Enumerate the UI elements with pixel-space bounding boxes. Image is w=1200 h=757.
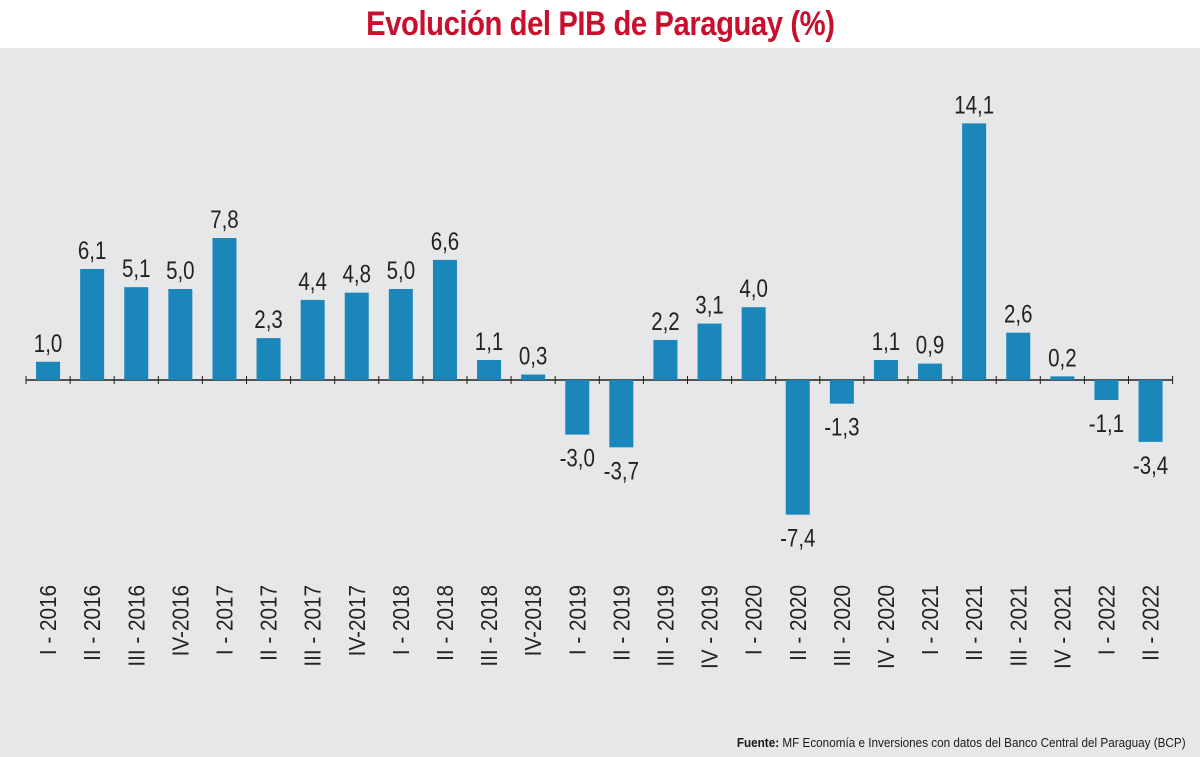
bar (1050, 376, 1075, 380)
bar (124, 287, 149, 380)
value-label: 2,2 (651, 307, 679, 335)
bar (212, 238, 237, 380)
category-label: III - 2020 (829, 585, 855, 667)
category-label: IV - 2019 (697, 585, 723, 669)
category-label: III - 2019 (652, 585, 678, 667)
bar (873, 359, 898, 380)
category-label: II - 2021 (961, 585, 987, 661)
category-label: II - 2020 (785, 585, 811, 661)
category-label: I - 2019 (564, 585, 590, 655)
value-label: 0,2 (1048, 343, 1076, 371)
category-label: II - 2019 (608, 585, 634, 661)
category-label: II - 2016 (79, 585, 105, 661)
category-label: II - 2018 (432, 585, 458, 661)
category-label: IV - 2021 (1049, 585, 1075, 669)
value-label: 7,8 (210, 205, 238, 233)
bar (785, 380, 810, 515)
bar (1006, 332, 1031, 380)
value-label: 6,1 (78, 236, 106, 264)
value-label: 5,0 (387, 256, 415, 284)
bar (829, 380, 854, 404)
chart-title: Evolución del PIB de Paraguay (%) (365, 4, 835, 43)
value-label: -1,1 (1089, 409, 1124, 437)
value-label: 4,4 (298, 267, 327, 295)
bar (962, 123, 987, 380)
bar (477, 359, 502, 380)
category-label: IV - 2020 (873, 585, 899, 669)
bar (432, 259, 457, 380)
bar (697, 323, 722, 380)
source-note: Fuente: MF Economía e Inversiones con da… (737, 735, 1186, 750)
bar (741, 307, 766, 380)
category-label: II - 2017 (256, 585, 282, 661)
value-label: 6,6 (431, 227, 459, 255)
value-label: 5,0 (166, 256, 194, 284)
value-label: 1,1 (475, 327, 503, 355)
category-label: IV-2016 (167, 585, 193, 656)
category-label: I - 2020 (741, 585, 767, 655)
value-label: 0,9 (916, 331, 944, 359)
category-label: III - 2018 (476, 585, 502, 667)
bar (36, 361, 61, 380)
category-label: I - 2016 (35, 585, 61, 655)
value-label: -1,3 (824, 413, 859, 441)
value-label: -7,4 (780, 524, 816, 552)
value-label: 14,1 (954, 90, 994, 118)
bar (609, 380, 634, 448)
value-label: 1,0 (34, 329, 62, 357)
source-label: Fuente: (737, 735, 780, 750)
category-label: IV-2017 (344, 585, 370, 656)
category-label: III - 2016 (123, 585, 149, 667)
bar (256, 338, 281, 380)
value-label: 2,3 (254, 305, 282, 333)
category-label: II - 2022 (1138, 585, 1164, 661)
category-label: I - 2021 (917, 585, 943, 655)
value-label: 1,1 (872, 327, 900, 355)
category-label: III - 2017 (300, 585, 326, 667)
value-label: -3,0 (560, 444, 595, 472)
value-label: 3,1 (695, 291, 723, 319)
bar (653, 339, 678, 380)
bar (1138, 380, 1163, 442)
category-label: I - 2018 (388, 585, 414, 655)
category-label: IV-2018 (520, 585, 546, 656)
value-label: 2,6 (1004, 300, 1032, 328)
value-label: 0,3 (519, 342, 547, 370)
value-label: -3,7 (604, 456, 639, 484)
bar (344, 292, 369, 380)
bar (918, 363, 943, 380)
bar (565, 380, 590, 435)
value-label: 5,1 (122, 254, 150, 282)
bar (300, 299, 325, 380)
value-label: 4,0 (739, 274, 767, 302)
bar (1094, 380, 1119, 401)
bar (521, 374, 546, 380)
title-bar: Evolución del PIB de Paraguay (%) (0, 0, 1200, 48)
bar (168, 289, 193, 380)
category-label: I - 2017 (211, 585, 237, 655)
value-label: 4,8 (343, 260, 371, 288)
category-label: III - 2021 (1005, 585, 1031, 667)
bar (388, 289, 413, 380)
chart-panel (0, 48, 1200, 757)
bar (80, 268, 105, 380)
source-text: MF Economía e Inversiones con datos del … (782, 735, 1186, 750)
category-label: I - 2022 (1093, 585, 1119, 655)
value-label: -3,4 (1133, 451, 1169, 479)
